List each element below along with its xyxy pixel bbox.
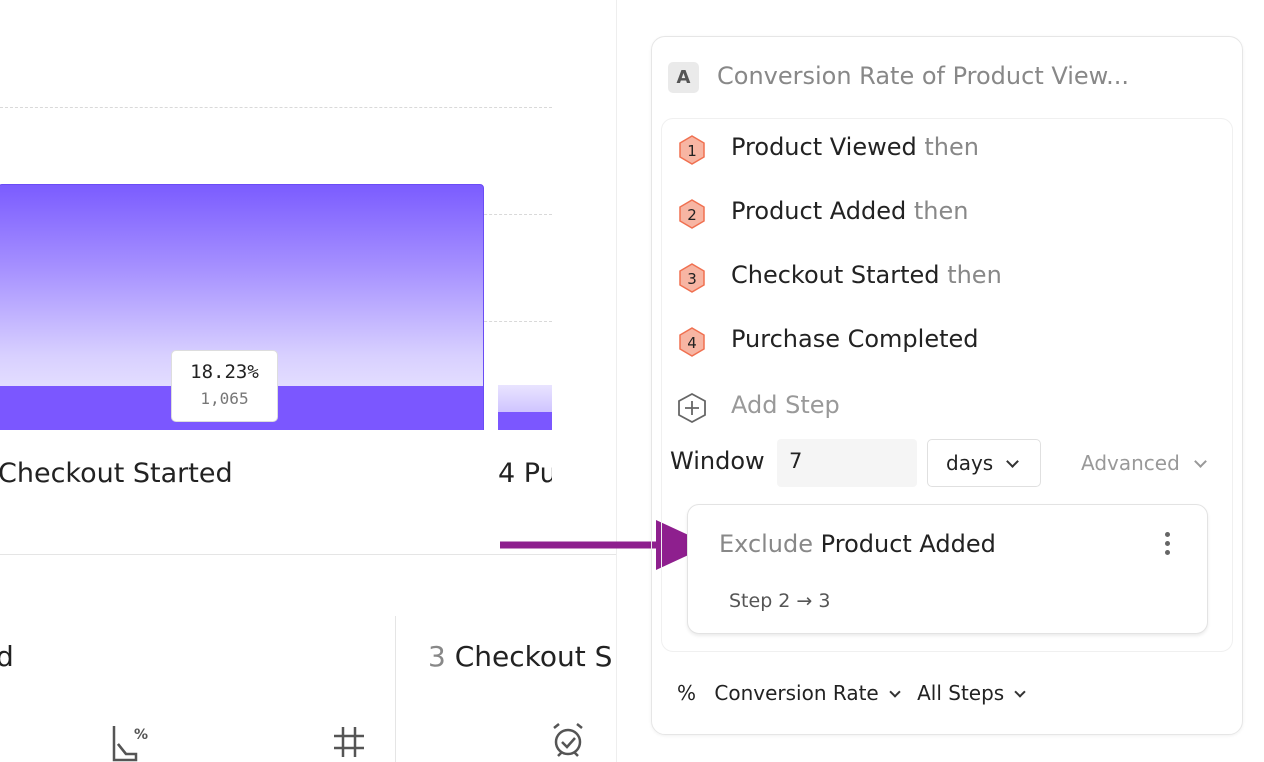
- add-step-icon[interactable]: [677, 392, 707, 424]
- step-number-badge: 3: [679, 263, 705, 293]
- svg-text:4: 4: [687, 334, 697, 352]
- tooltip-count: 1,065: [200, 389, 249, 408]
- metric-select[interactable]: Conversion Rate: [714, 681, 910, 705]
- bar-tooltip: 18.23% 1,065: [171, 350, 278, 422]
- advanced-toggle[interactable]: Advanced: [1081, 451, 1208, 475]
- exclusion-card[interactable]: [687, 504, 1208, 634]
- step-suffix: then: [924, 133, 979, 161]
- add-step-button[interactable]: Add Step: [731, 391, 840, 419]
- conversion-chart-icon[interactable]: %: [112, 724, 150, 762]
- divider: [616, 0, 617, 762]
- funnel-step[interactable]: Purchase Completed: [731, 325, 979, 353]
- window-unit-select[interactable]: days: [927, 439, 1041, 487]
- chevron-down-icon: [1005, 455, 1019, 468]
- tooltip-percent: 18.23%: [190, 361, 259, 383]
- step-number-badge: 4: [679, 327, 705, 357]
- step-number-badge: 2: [679, 199, 705, 229]
- metric-panel: [651, 36, 1243, 735]
- funnel-step[interactable]: Product Added then: [731, 197, 968, 225]
- more-options-icon[interactable]: [1163, 532, 1173, 555]
- percent-icon: %: [677, 681, 697, 705]
- alarm-check-icon[interactable]: [550, 722, 586, 762]
- svg-text:3: 3: [687, 270, 697, 288]
- step-name: Checkout S: [454, 640, 613, 673]
- bar-purchase-completed[interactable]: [498, 385, 552, 412]
- chevron-down-icon: [1194, 455, 1208, 468]
- bar-purchase-completed-converted[interactable]: [498, 412, 552, 430]
- svg-text:1: 1: [687, 142, 697, 160]
- annotation-arrow: [500, 520, 710, 570]
- metric-select-label: Conversion Rate: [714, 681, 879, 705]
- svg-text:2: 2: [687, 206, 697, 224]
- divider: [0, 554, 616, 555]
- chevron-down-icon: [889, 686, 901, 698]
- step-event: Checkout Started: [731, 261, 940, 289]
- exclude-event: Product Added: [820, 530, 996, 558]
- steps-container: [661, 118, 1233, 652]
- funnel-step[interactable]: Product Viewed then: [731, 133, 979, 161]
- gridline: [0, 107, 552, 108]
- step-summary-checkout: 3 Checkout S: [428, 640, 616, 673]
- svg-text:%: %: [134, 727, 148, 743]
- step-suffix: then: [913, 197, 969, 225]
- metric-footer: % Conversion Rate All Steps: [677, 681, 1026, 705]
- step-number: 3: [428, 640, 446, 673]
- advanced-label: Advanced: [1081, 451, 1180, 475]
- x-label-checkout-started: Checkout Started: [0, 458, 233, 489]
- metric-title[interactable]: Conversion Rate of Product View...: [717, 62, 1129, 90]
- divider: [395, 616, 396, 762]
- step-event: Product Viewed: [731, 133, 917, 161]
- exclusion-title: Exclude Product Added: [719, 530, 996, 558]
- step-number-badge: 1: [679, 135, 705, 165]
- step-summary-label: d: [0, 640, 14, 673]
- exclude-prefix: Exclude: [719, 530, 814, 558]
- step-event: Purchase Completed: [731, 325, 979, 353]
- window-unit-value: days: [946, 451, 994, 475]
- steps-scope-select[interactable]: All Steps: [917, 681, 1026, 705]
- step-suffix: then: [947, 261, 1002, 289]
- step-event: Product Added: [731, 197, 907, 225]
- window-input[interactable]: 7: [777, 439, 917, 487]
- metric-badge: A: [668, 62, 699, 93]
- chevron-down-icon: [1014, 686, 1026, 698]
- x-label-purchase-completed: 4 Pu: [498, 458, 552, 489]
- steps-scope-label: All Steps: [917, 681, 1005, 705]
- hash-icon[interactable]: [332, 724, 366, 760]
- exclude-range: Step 2 → 3: [729, 590, 831, 612]
- funnel-step[interactable]: Checkout Started then: [731, 261, 1002, 289]
- window-label: Window: [670, 447, 765, 475]
